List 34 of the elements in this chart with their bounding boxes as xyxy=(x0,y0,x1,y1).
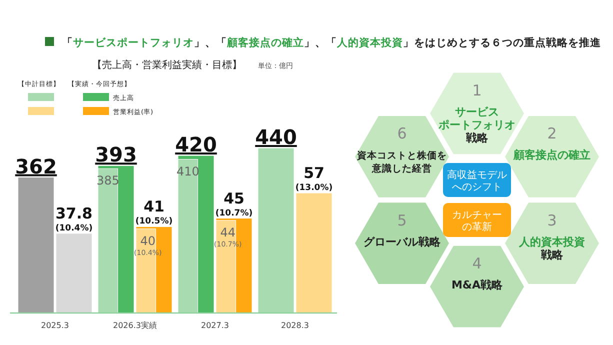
chart-title: 「サービスポートフォリオ」、「顧客接点の確立」、「人的資本投資」をはじめとする６つの重点戦略を推進 xyxy=(62,36,602,49)
text: カルチャー xyxy=(452,210,502,221)
text: ポートフォリオ xyxy=(438,118,516,132)
x-tick-label: 2028.3 xyxy=(281,321,309,330)
x-tick-label: 2027.3 xyxy=(201,321,229,330)
text: 人的資本投資 xyxy=(518,235,585,248)
data-label: 393 xyxy=(95,142,137,167)
chart-subtitle: 【売上高・営業利益実績・目標】 xyxy=(92,59,242,71)
text: グローバル戦略 xyxy=(364,235,442,248)
x-tick-label: 2025.3 xyxy=(41,321,69,330)
text: 顧客接点の確立 xyxy=(512,148,590,162)
text: の革新 xyxy=(462,221,492,233)
text: 戦略 xyxy=(465,131,489,144)
text: M&A戦略 xyxy=(451,278,504,292)
text: 5 xyxy=(397,211,407,230)
text: 3 xyxy=(547,211,557,230)
x-tick-label: 2026.3実績 xyxy=(113,321,157,330)
text: 戦略 xyxy=(540,248,564,262)
text: 4 xyxy=(472,254,482,273)
data-label: 37.8 (10.4%) xyxy=(55,204,93,234)
text: 高収益モデル xyxy=(447,169,507,181)
text: 資本コストと株価を xyxy=(356,150,447,162)
data-label: 57 (13.0%) xyxy=(295,164,333,193)
text: 2 xyxy=(547,124,557,143)
text: 意識した経営 xyxy=(371,162,432,175)
data-label: 420 xyxy=(175,132,217,156)
data-label: 45 (10.7%) xyxy=(215,189,253,218)
text: 6 xyxy=(397,124,407,143)
data-label: 362 xyxy=(15,154,57,178)
data-label: 440 xyxy=(255,125,297,149)
data-label: 41 (10.5%) xyxy=(135,198,173,227)
text: へのシフト xyxy=(452,182,502,193)
text: サービス xyxy=(455,105,499,118)
text: 1 xyxy=(472,81,482,100)
